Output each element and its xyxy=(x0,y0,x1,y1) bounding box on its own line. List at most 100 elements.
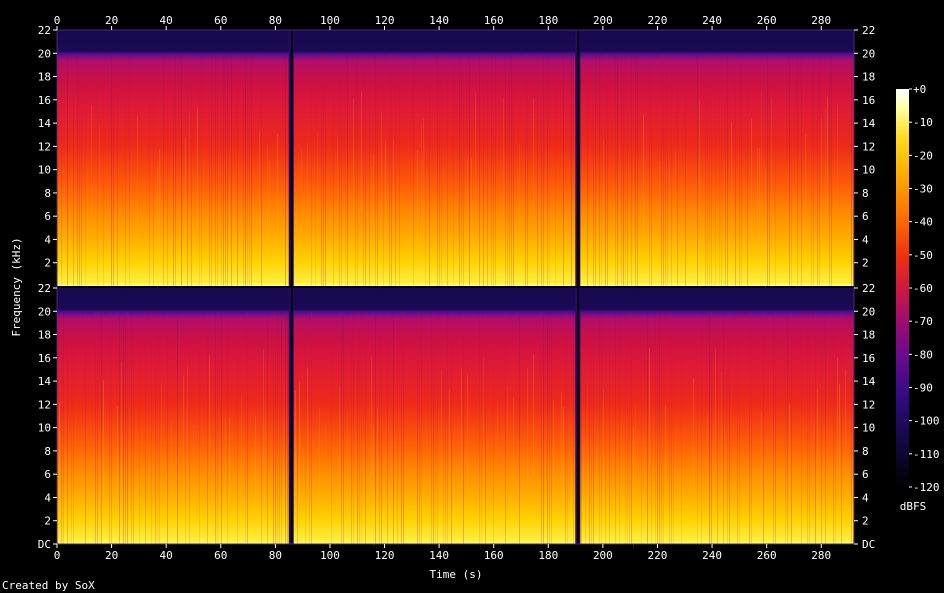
y-tick-label: 20 xyxy=(38,305,51,318)
spectral-streak xyxy=(479,312,480,544)
y-tick-label: 22 xyxy=(38,282,51,295)
spectral-streak xyxy=(187,54,188,286)
spectral-streak xyxy=(97,54,98,286)
spectral-streak xyxy=(707,412,708,533)
spectral-streak xyxy=(223,54,224,286)
spectral-streak xyxy=(277,133,278,254)
spectral-streak xyxy=(151,312,152,544)
spectral-streak xyxy=(563,54,564,286)
spectral-streak xyxy=(711,54,712,286)
spectral-streak xyxy=(109,312,110,544)
spectral-streak xyxy=(671,54,672,286)
spectral-streak xyxy=(617,54,618,286)
plot-frame xyxy=(56,29,855,545)
y-tick-label: 22 xyxy=(862,282,875,295)
spectral-streak xyxy=(425,54,426,286)
spectral-streak xyxy=(437,312,438,544)
y-tick-label: 10 xyxy=(862,164,875,177)
colorbar-tick-label: -90 xyxy=(913,382,933,395)
spectral-streak xyxy=(721,372,722,493)
x-tick-label: 80 xyxy=(269,14,282,27)
x-tick-label: 260 xyxy=(757,549,777,562)
spectral-streak xyxy=(827,96,828,217)
spectral-streak xyxy=(277,312,278,544)
spectral-streak xyxy=(527,54,528,286)
spectral-streak xyxy=(323,54,324,286)
spectral-streak xyxy=(819,54,820,286)
spectral-streak xyxy=(837,357,838,478)
spectral-streak xyxy=(627,312,628,544)
spectral-streak xyxy=(591,312,592,544)
spectral-streak xyxy=(237,54,238,286)
spectral-streak xyxy=(487,54,488,286)
x-tick-label: 280 xyxy=(811,14,831,27)
spectral-streak xyxy=(809,312,810,544)
spectral-streak xyxy=(605,312,606,544)
spectral-streak xyxy=(231,54,232,286)
spectral-streak xyxy=(673,312,674,544)
spectral-streak xyxy=(311,54,312,286)
spectral-streak xyxy=(697,54,698,286)
spectral-streak xyxy=(295,390,296,511)
spectral-streak xyxy=(651,312,652,544)
spectral-streak xyxy=(417,312,418,544)
spectral-streak xyxy=(417,150,418,271)
y-tick-label: 18 xyxy=(38,329,51,342)
y-tick-label: 4 xyxy=(862,233,869,246)
spectral-streak xyxy=(709,312,710,544)
x-tick-label: 0 xyxy=(54,549,61,562)
spectral-streak xyxy=(189,111,190,232)
spectral-streak xyxy=(491,54,492,286)
spectral-streak xyxy=(123,312,124,544)
spectral-streak xyxy=(281,312,282,544)
spectral-streak xyxy=(347,412,348,533)
spectral-streak xyxy=(339,54,340,286)
spectral-streak xyxy=(191,54,192,286)
spectral-streak xyxy=(437,54,438,286)
colorbar-label: dBFS xyxy=(900,500,927,513)
spectral-streak xyxy=(775,312,776,544)
spectral-streak xyxy=(667,54,668,286)
spectral-streak xyxy=(229,417,230,538)
spectral-streak xyxy=(67,312,68,544)
y-ticks-left: 2 4 6 8 10 12 14 16 18 20 22 DC 2 4 6 8 10 12 14 16 18 20 22 xyxy=(38,24,57,551)
spectral-streak xyxy=(467,159,468,280)
spectral-streak xyxy=(81,54,82,286)
spectral-streak xyxy=(85,54,86,286)
spectral-streak xyxy=(505,54,506,286)
y-tick-label: 8 xyxy=(44,187,51,200)
spectral-streak xyxy=(511,54,512,286)
spectral-streak xyxy=(623,54,624,286)
spectral-streak xyxy=(99,125,100,246)
footer-credit: Created by SoX xyxy=(2,579,95,592)
spectral-streak xyxy=(139,312,140,544)
spectral-streak xyxy=(757,147,758,268)
spectral-streak xyxy=(173,54,174,286)
spectral-streak xyxy=(447,312,448,544)
spectral-streak xyxy=(355,54,356,286)
y-tick-label: 18 xyxy=(38,71,51,84)
spectral-streak xyxy=(453,54,454,286)
spectral-streak xyxy=(619,142,620,263)
spectral-streak xyxy=(365,312,366,544)
spectral-streak xyxy=(737,312,738,544)
y-tick-label: 22 xyxy=(38,24,51,37)
spectral-streak xyxy=(541,312,542,544)
y-tick-label: DC xyxy=(862,538,875,551)
spectral-streak xyxy=(773,312,774,544)
spectral-streak xyxy=(261,312,262,544)
y-tick-label: 6 xyxy=(862,210,869,223)
spectral-streak xyxy=(693,377,694,498)
spectral-streak xyxy=(459,54,460,286)
spectral-streak xyxy=(245,312,246,544)
spectral-streak xyxy=(641,312,642,544)
spectral-streak xyxy=(509,54,510,286)
spectral-streak xyxy=(563,406,564,527)
y-tick-label: 20 xyxy=(862,305,875,318)
spectral-streak xyxy=(549,54,550,286)
spectral-streak xyxy=(111,54,112,286)
spectral-streak xyxy=(731,122,732,243)
spectral-streak xyxy=(263,349,264,470)
spectral-streak xyxy=(429,54,430,286)
